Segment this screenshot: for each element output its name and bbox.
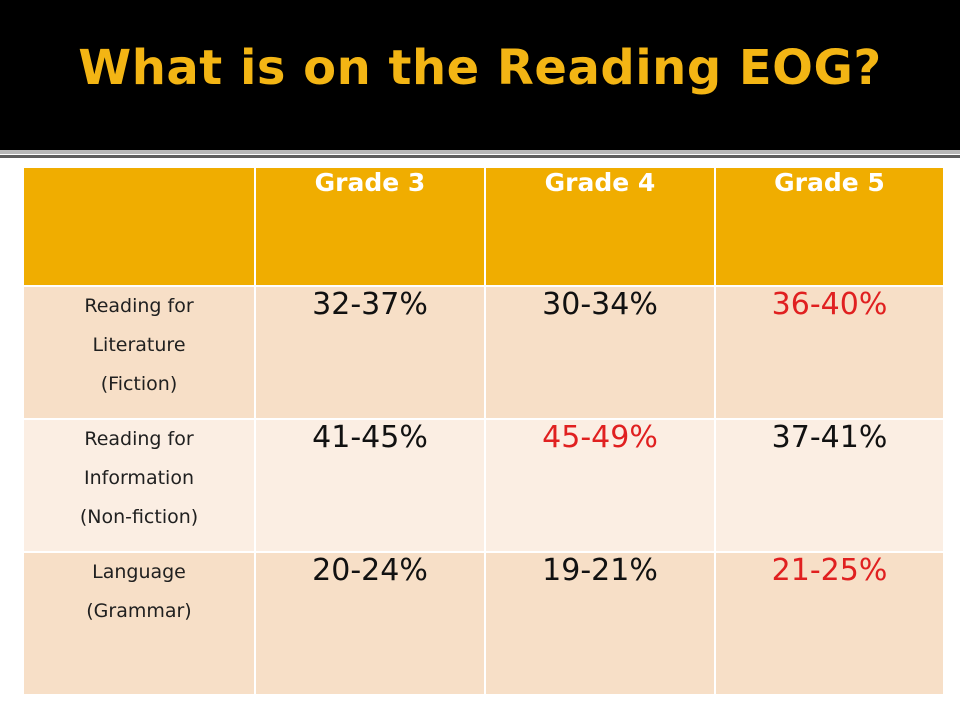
value-cell: 21-25%	[714, 551, 945, 696]
table-row: Reading for Literature (Fiction) 32-37% …	[22, 285, 945, 420]
row-label-line: Reading for	[84, 428, 194, 450]
value-cell: 30-34%	[484, 285, 716, 420]
value-cell: 41-45%	[254, 418, 486, 553]
row-label-information: Reading for Information (Non-fiction)	[22, 418, 256, 553]
divider-dark	[0, 155, 960, 158]
row-label-line: Literature	[92, 334, 186, 356]
row-label-language: Language (Grammar)	[22, 551, 256, 696]
header-corner-cell	[22, 166, 256, 287]
eog-table: Grade 3 Grade 4 Grade 5 Reading for Lite…	[22, 166, 945, 696]
value-cell: 36-40%	[714, 285, 945, 420]
value-cell: 19-21%	[484, 551, 716, 696]
row-label-line: (Fiction)	[100, 373, 178, 395]
value-cell: 32-37%	[254, 285, 486, 420]
row-label-line: Reading for	[84, 295, 194, 317]
value-cell: 20-24%	[254, 551, 486, 696]
table-row: Reading for Information (Non-fiction) 41…	[22, 418, 945, 553]
slide-title: What is on the Reading EOG?	[78, 40, 882, 96]
title-bar	[0, 0, 960, 150]
header-grade-4: Grade 4	[484, 166, 716, 287]
row-label-line: (Non-fiction)	[79, 506, 199, 528]
header-row: Grade 3 Grade 4 Grade 5	[22, 166, 945, 287]
row-label-line: (Grammar)	[86, 600, 192, 622]
row-label-literature: Reading for Literature (Fiction)	[22, 285, 256, 420]
value-cell: 37-41%	[714, 418, 945, 553]
row-label-line: Information	[84, 467, 194, 489]
header-grade-5: Grade 5	[714, 166, 945, 287]
value-cell: 45-49%	[484, 418, 716, 553]
header-grade-3: Grade 3	[254, 166, 486, 287]
row-label-line: Language	[92, 561, 186, 583]
divider-light	[0, 150, 960, 154]
table-row: Language (Grammar) 20-24% 19-21% 21-25%	[22, 551, 945, 696]
